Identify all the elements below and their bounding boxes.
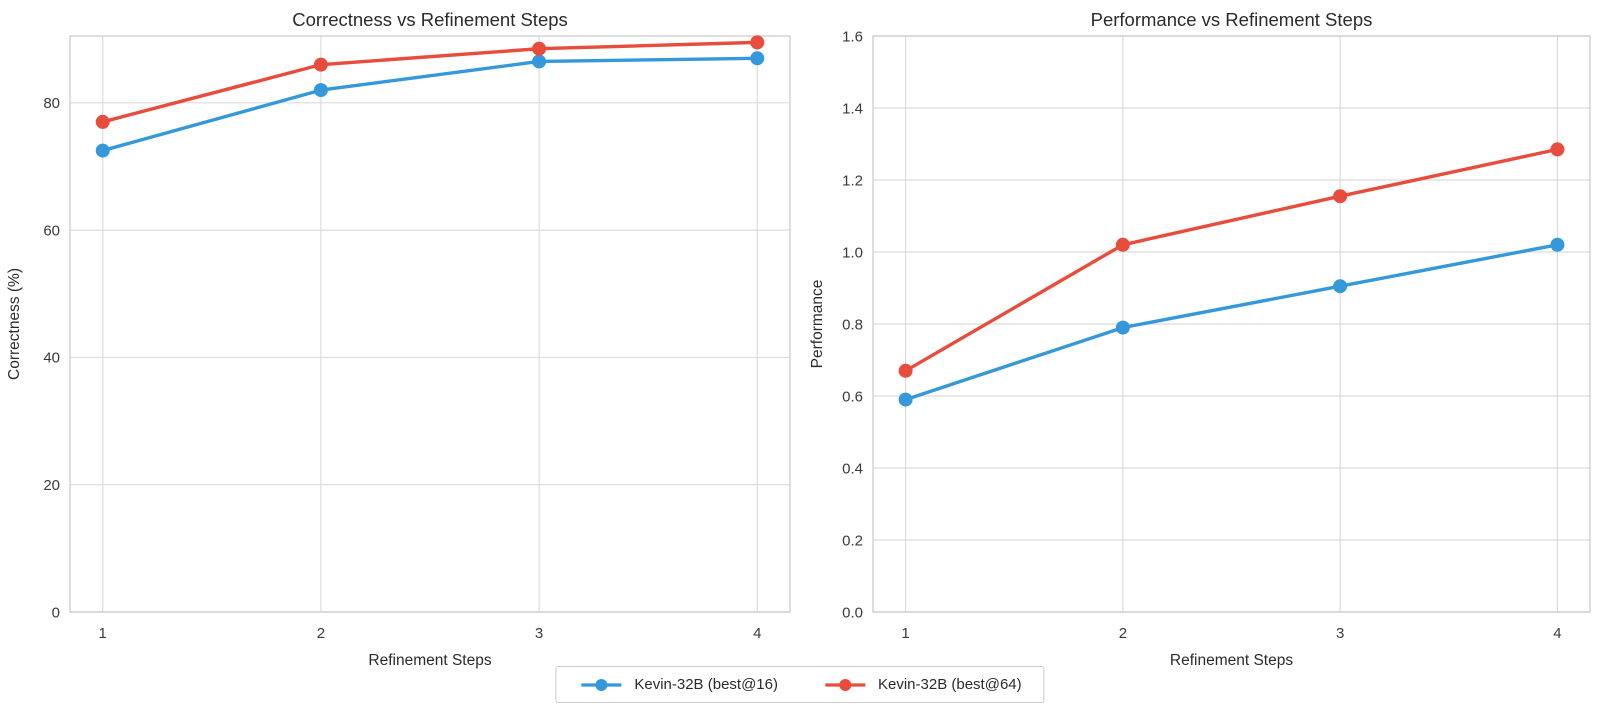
y-tick-label: 80 <box>43 95 60 112</box>
x-tick-label: 2 <box>1119 625 1127 642</box>
legend-label-best16: Kevin-32B (best@16) <box>634 676 778 693</box>
y-tick-label: 1.0 <box>842 244 863 261</box>
series-line <box>903 243 1560 402</box>
y-tick-label: 1.2 <box>842 172 863 189</box>
data-point <box>1550 142 1565 157</box>
series-line <box>903 147 1560 373</box>
data-point <box>532 54 547 69</box>
y-tick-label: 0.4 <box>842 460 863 477</box>
performance-chart-panel: Performance vs Refinement Steps 0.0 0.2 0.4… <box>800 0 1600 670</box>
axes-spine <box>872 35 1591 613</box>
data-point <box>898 363 913 378</box>
correctness-chart: Correctness vs Refinement Steps 0 20 40 60 80… <box>6 9 791 669</box>
data-point <box>1115 320 1130 335</box>
legend-marker-red-icon <box>825 678 865 691</box>
x-axis-label: Refinement Steps <box>368 652 491 669</box>
y-tick-label: 0.8 <box>842 316 863 333</box>
data-point <box>313 57 328 72</box>
legend-marker-blue-icon <box>581 678 622 691</box>
y-tick-label: 40 <box>43 350 60 367</box>
data-point <box>313 83 328 98</box>
y-tick-label: 1.4 <box>842 100 863 117</box>
data-point <box>95 143 110 158</box>
x-tick-label: 1 <box>901 625 909 642</box>
x-tick-label: 3 <box>1336 625 1344 642</box>
performance-chart: Performance vs Refinement Steps 0.0 0.2 0.4… <box>809 9 1591 669</box>
legend-item-best16: Kevin-32B (best@16) <box>578 676 778 693</box>
y-tick-label: 20 <box>43 477 60 494</box>
y-tick-label: 0 <box>52 604 60 621</box>
chart-legend: Kevin-32B (best@16) Kevin-32B (best@64) <box>555 666 1045 703</box>
y-axis-label: Correctness (%) <box>6 268 23 380</box>
axes-spine <box>69 35 791 613</box>
data-point <box>750 51 765 66</box>
data-point <box>532 41 547 56</box>
data-point <box>1550 237 1565 252</box>
series-line <box>101 56 759 153</box>
legend-label-best64: Kevin-32B (best@64) <box>878 676 1022 693</box>
data-point <box>898 392 913 407</box>
x-axis-label: Refinement Steps <box>1170 652 1293 669</box>
chart-title: Correctness vs Refinement Steps <box>292 9 568 30</box>
chart-title: Performance vs Refinement Steps <box>1091 9 1373 30</box>
x-tick-label: 3 <box>535 625 543 642</box>
data-point <box>1115 237 1130 252</box>
x-tick-label: 4 <box>753 625 761 642</box>
x-tick-label: 1 <box>99 625 107 642</box>
y-tick-label: 0.6 <box>842 388 863 405</box>
correctness-chart-panel: Correctness vs Refinement Steps 0 20 40 60 80… <box>0 0 800 670</box>
data-point <box>1333 189 1348 204</box>
series-line <box>101 40 759 124</box>
y-axis-label: Performance <box>809 280 826 369</box>
y-tick-label: 0.2 <box>842 532 863 549</box>
x-tick-label: 2 <box>317 625 325 642</box>
data-point <box>750 35 765 50</box>
y-tick-label: 60 <box>43 222 60 239</box>
legend-item-best64: Kevin-32B (best@64) <box>822 676 1022 693</box>
x-tick-label: 4 <box>1553 625 1561 642</box>
data-point <box>95 114 110 129</box>
y-tick-label: 0.0 <box>842 604 863 621</box>
data-point <box>1333 279 1348 294</box>
y-tick-label: 1.6 <box>842 28 863 45</box>
